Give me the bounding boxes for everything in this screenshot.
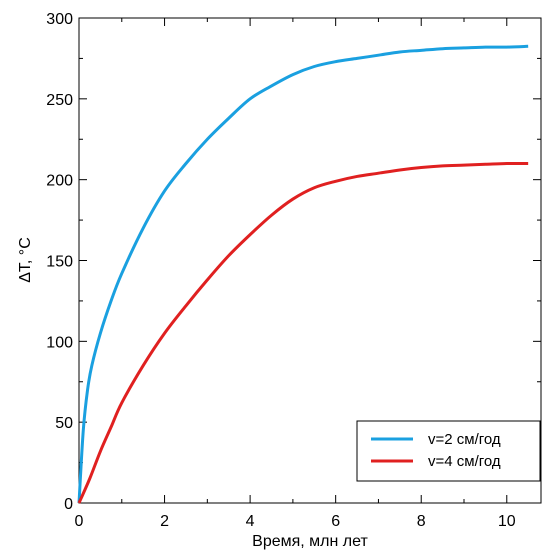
legend-label-v4: v=4 см/год	[428, 453, 501, 470]
legend-label-v2: v=2 см/год	[428, 431, 501, 448]
y-tick-label: 200	[46, 173, 73, 190]
series-line-1	[77, 161, 529, 504]
x-tick-label: 10	[498, 513, 516, 530]
y-tick-label: 0	[64, 496, 73, 513]
series-lines	[77, 44, 529, 504]
x-tick-label: 8	[417, 513, 426, 530]
x-tick-label: 6	[331, 513, 340, 530]
y-tick-label: 300	[46, 11, 73, 28]
y-axis-label: ΔT, °C	[17, 237, 34, 283]
legend-box	[356, 420, 541, 482]
x-tick-label: 0	[75, 513, 84, 530]
x-tick-label: 4	[246, 513, 255, 530]
y-tick-label: 150	[46, 254, 73, 271]
x-tick-label: 2	[160, 513, 169, 530]
y-tick-label: 50	[55, 415, 73, 432]
legend: v=2 см/год v=4 см/год	[356, 420, 541, 482]
x-axis-label: Время, млн лет	[252, 533, 368, 550]
y-tick-label: 100	[46, 334, 73, 351]
series-line-0	[77, 44, 529, 504]
axis-ticks	[78, 17, 541, 504]
y-tick-label: 250	[46, 92, 73, 109]
